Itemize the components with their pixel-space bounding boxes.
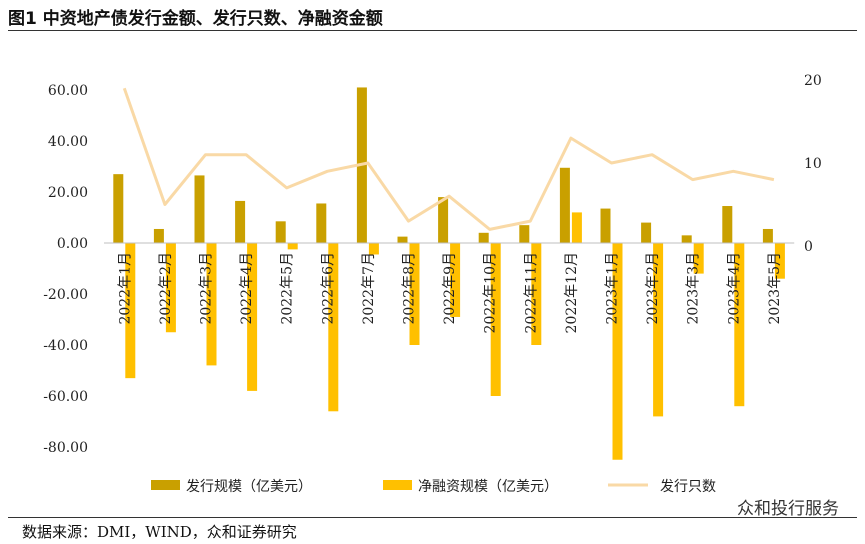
y-left-tick-label: -40.00 <box>43 338 88 354</box>
net-financing-bar <box>490 243 501 396</box>
x-tick-label: 2023年4月 <box>726 252 742 325</box>
x-tick-label: 2023年3月 <box>686 252 702 325</box>
net-financing-bar <box>531 243 542 345</box>
watermark: 众和投行服务 <box>737 499 839 519</box>
net-financing-bar <box>328 243 339 412</box>
bottom-rule <box>8 517 857 518</box>
y-axis-right: 20 10 0 <box>804 73 822 255</box>
x-tick-label: 2023年2月 <box>645 252 661 325</box>
x-tick-label: 2022年3月 <box>199 252 215 325</box>
y-left-tick-label: 40.00 <box>48 134 88 150</box>
issuance-bar <box>722 206 733 243</box>
x-axis-labels: 2022年1月 2022年2月 2022年3月 2022年4月 2022年5月 2022年… <box>117 252 783 333</box>
legend-issuance-swatch <box>151 480 180 490</box>
count-line-layer <box>122 87 775 231</box>
net-financing-bar <box>734 243 745 407</box>
x-tick-label: 2022年12月 <box>564 252 580 333</box>
y-left-tick-label: 0.00 <box>57 236 88 252</box>
net-financing-bar <box>571 212 582 243</box>
legend-count-label: 发行只数 <box>660 479 716 495</box>
x-tick-label: 2022年7月 <box>361 252 377 325</box>
issuance-bar <box>681 235 692 243</box>
x-tick-label: 2022年8月 <box>402 252 418 325</box>
issuance-bar <box>478 232 489 243</box>
chart-title: 图1 中资地产债发行金额、发行只数、净融资金额 <box>8 9 383 29</box>
issuance-bar <box>194 175 205 243</box>
x-tick-label: 2022年4月 <box>239 252 255 325</box>
issuance-bar <box>641 222 652 243</box>
x-tick-label: 2022年6月 <box>320 252 336 325</box>
x-tick-label: 2022年5月 <box>280 252 296 325</box>
y-axis-left: 60.00 40.00 20.00 0.00 -20.00 -40.00 -60.00 -80… <box>43 83 88 456</box>
y-right-tick-label: 20 <box>804 73 822 89</box>
issuance-bar <box>519 225 530 243</box>
issuance-bar <box>235 200 246 243</box>
issuance-bar <box>275 221 286 243</box>
title-rule <box>8 30 857 31</box>
legend: 发行规模（亿美元） 净融资规模（亿美元） 发行只数 <box>151 479 716 495</box>
net-financing-bar <box>287 243 298 250</box>
y-right-tick-label: 10 <box>804 156 822 172</box>
net-financing-bar <box>206 243 217 366</box>
x-tick-label: 2022年9月 <box>442 252 458 325</box>
y-right-tick-label: 0 <box>804 239 813 255</box>
net-financing-bar <box>409 243 420 345</box>
issuance-bar <box>113 174 124 243</box>
net-financing-bar <box>125 243 136 379</box>
legend-net-financing-swatch <box>383 480 412 490</box>
count-line <box>122 87 775 231</box>
issuance-bar <box>438 197 449 243</box>
net-financing-bar <box>693 243 704 274</box>
legend-issuance-label: 发行规模（亿美元） <box>186 479 312 495</box>
x-tick-label: 2022年2月 <box>158 252 174 325</box>
x-tick-label: 2022年11月 <box>523 252 539 333</box>
net-financing-bar <box>450 243 461 317</box>
net-financing-bar <box>368 243 379 255</box>
issuance-bar <box>600 208 611 243</box>
net-financing-bar <box>612 243 623 460</box>
net-financing-bar <box>774 243 785 279</box>
y-left-tick-label: -60.00 <box>43 389 88 405</box>
source-note: 数据来源：DMI，WIND，众和证券研究 <box>22 523 297 541</box>
y-left-tick-label: 60.00 <box>48 83 88 99</box>
net-financing-bar <box>653 243 664 417</box>
x-tick-label: 2022年10月 <box>483 252 499 333</box>
chart-area: 60.00 40.00 20.00 0.00 -20.00 -40.00 -60.00 -80… <box>43 73 822 495</box>
x-tick-label: 2022年1月 <box>117 252 133 325</box>
net-financing-bar <box>247 243 258 391</box>
issuance-bar <box>316 203 327 243</box>
issuance-bar <box>762 228 773 243</box>
x-tick-label: 2023年5月 <box>767 252 783 325</box>
x-tick-label: 2023年1月 <box>605 252 621 325</box>
net-financing-bar <box>165 243 176 333</box>
y-left-tick-label: -20.00 <box>43 287 88 303</box>
issuance-bar <box>153 228 164 243</box>
y-left-tick-label: 20.00 <box>48 185 88 201</box>
y-left-tick-label: -80.00 <box>43 440 88 456</box>
issuance-bar <box>397 236 408 243</box>
issuance-bar <box>559 167 570 243</box>
legend-net-financing-label: 净融资规模（亿美元） <box>418 479 558 495</box>
